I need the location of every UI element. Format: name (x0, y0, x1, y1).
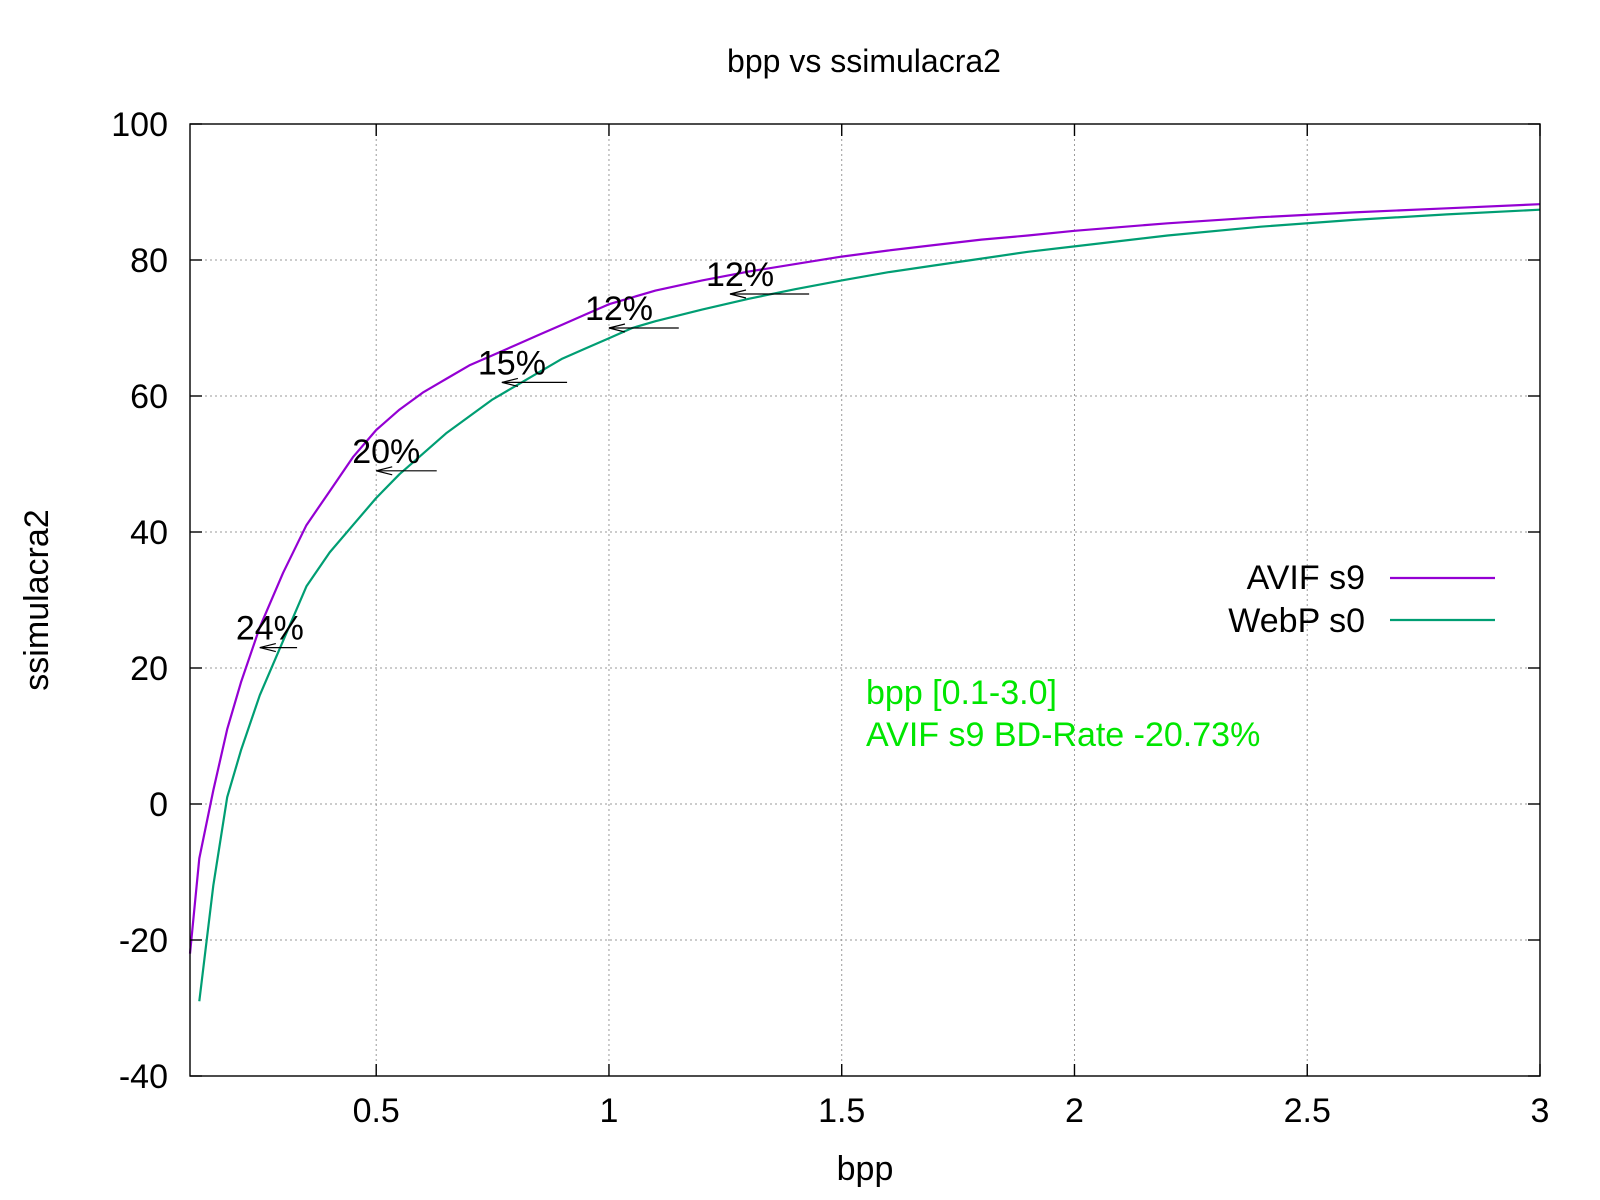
series-line-avif-s9 (188, 203, 1541, 954)
y-axis-label: ssimulacra2 (18, 509, 56, 690)
annotation-arrowhead (376, 466, 393, 476)
y-tick-label: 0 (149, 786, 168, 824)
annotation-arrowhead (608, 323, 626, 333)
chart-title: bpp vs ssimulacra2 (727, 43, 1001, 79)
x-tick-labels: 0.5 1 1.5 2 2.5 3 (353, 1092, 1550, 1130)
x-tick-label: 1 (600, 1092, 619, 1130)
note-bpp-range: bpp [0.1-3.0] (866, 674, 1057, 712)
y-tick-labels: -40 -20 0 20 40 60 80 100 (111, 106, 168, 1096)
x-tick-label: 2 (1065, 1092, 1084, 1130)
bd-rate-notes: bpp [0.1-3.0] AVIF s9 BD-Rate -20.73% (866, 674, 1260, 754)
annotations: 24% 20% 15% 12% 12% (236, 256, 810, 653)
legend-label-avif: AVIF s9 (1247, 559, 1365, 597)
annotation-label: 15% (478, 344, 546, 382)
y-tick-label: 100 (111, 106, 168, 144)
axis-ticks (190, 123, 1541, 1077)
y-tick-label: 40 (130, 514, 168, 552)
y-tick-label: 20 (130, 650, 168, 688)
series-lines (188, 203, 1541, 1002)
annotation-arrowhead (259, 643, 276, 653)
x-tick-label: 2.5 (1284, 1092, 1331, 1130)
legend-label-webp: WebP s0 (1228, 602, 1365, 640)
series-line-webp-s0 (198, 208, 1541, 1002)
annotation-arrowhead (729, 289, 747, 299)
annotation-label: 12% (706, 256, 774, 294)
x-tick-label: 3 (1531, 1092, 1550, 1130)
y-tick-label: -20 (119, 922, 168, 960)
grid-lines (190, 124, 1540, 1076)
y-tick-label: 80 (130, 242, 168, 280)
plot-frame (189, 123, 1541, 1077)
x-tick-label: 0.5 (353, 1092, 400, 1130)
annotation-label: 12% (585, 290, 653, 328)
y-tick-label: 60 (130, 378, 168, 416)
y-tick-label: -40 (119, 1058, 168, 1096)
annotation-label: 20% (352, 433, 420, 471)
x-tick-label: 1.5 (818, 1092, 865, 1130)
x-axis-label: bpp (837, 1150, 894, 1188)
note-bd-rate: AVIF s9 BD-Rate -20.73% (866, 716, 1260, 754)
annotation-label: 24% (236, 610, 304, 648)
legend: AVIF s9 WebP s0 (1228, 559, 1495, 640)
annotation-arrowhead (501, 377, 519, 387)
